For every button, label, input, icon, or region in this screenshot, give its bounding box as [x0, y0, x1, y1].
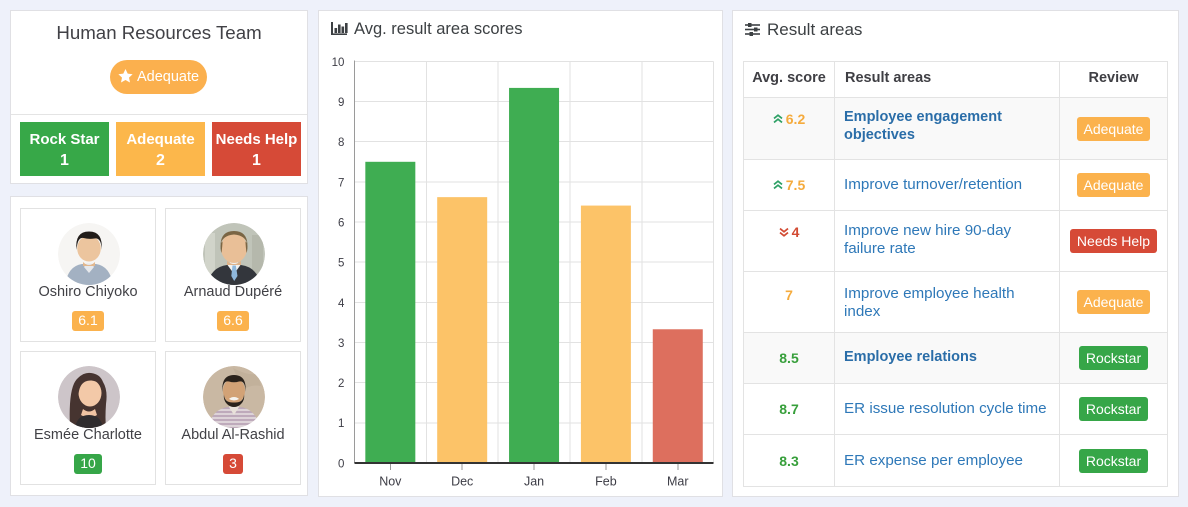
svg-text:2: 2 [338, 378, 344, 390]
svg-text:Feb: Feb [595, 474, 617, 488]
svg-text:1: 1 [338, 418, 344, 430]
svg-text:10: 10 [332, 57, 345, 69]
svg-text:0: 0 [338, 458, 344, 470]
svg-text:5: 5 [338, 258, 344, 270]
svg-text:3: 3 [338, 338, 344, 350]
svg-text:8: 8 [338, 137, 344, 149]
svg-text:Nov: Nov [379, 474, 402, 488]
svg-text:6: 6 [338, 217, 344, 229]
svg-text:7: 7 [338, 177, 344, 189]
svg-text:9: 9 [338, 97, 344, 109]
svg-text:Dec: Dec [451, 474, 473, 488]
svg-text:Mar: Mar [667, 474, 689, 488]
svg-text:Jan: Jan [524, 474, 544, 488]
svg-text:4: 4 [338, 298, 345, 310]
